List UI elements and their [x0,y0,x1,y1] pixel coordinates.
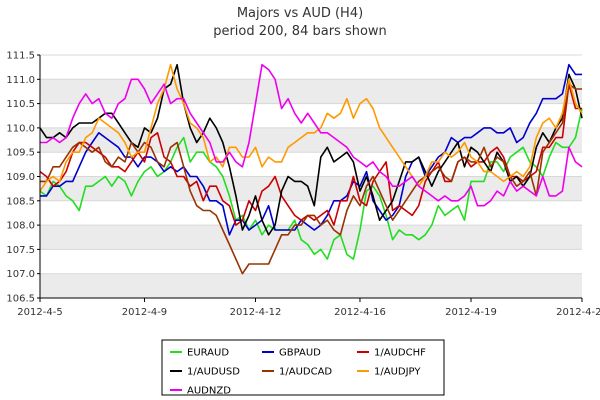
series-lines [39,63,583,275]
y-tick-label: 109.5 [6,148,35,159]
y-tick-label: 110.5 [6,99,35,110]
series-line-gbpaud [40,63,582,236]
series-line-1audchf [39,83,582,226]
series-line-1audjpy [39,63,583,192]
series-line-audnzd [40,63,583,207]
y-tick-label: 108.0 [6,221,35,232]
y-tick-label: 107.0 [6,269,35,280]
series-line-euraud [39,108,583,260]
y-tick-label: 111.0 [6,75,35,86]
legend-label: AUDNZD [187,386,231,397]
y-tick-label: 109.0 [6,172,35,183]
legend-label: EURAUD [187,348,229,359]
y-tick-label: 110.0 [6,123,35,134]
legend: EURAUD GBPAUD 1/AUDCHF 1/AUDUSD 1/AUDCAD 1/AU… [161,339,445,397]
legend-label: 1/AUDJPY [374,367,421,378]
plot-band [40,273,582,298]
x-tick-label: 2012-4-23 [556,307,600,318]
legend-label: 1/AUDCAD [279,367,332,378]
y-tick-label: 106.5 [6,294,35,305]
legend-box [161,339,445,396]
legend-label: 1/AUDUSD [187,367,240,378]
y-tick-label: 111.5 [6,51,35,62]
x-tick-label: 2012-4-16 [334,307,386,318]
x-tick-label: 2012-4-9 [122,307,167,318]
axes: 106.5 107.0 107.5 108.0 108.5 109.0 109.5 110.0… [6,51,600,319]
y-tick-label: 108.5 [6,196,35,207]
legend-label: GBPAUD [279,348,321,359]
series-line-1audcad [40,83,582,275]
chart-subtitle: period 200, 84 bars shown [213,24,387,39]
series-line-1audusd [39,63,583,236]
y-tick-label: 107.5 [6,245,35,256]
plot-band [40,127,582,153]
x-tick-label: 2012-4-12 [230,307,282,318]
chart-title: Majors vs AUD (H4) [237,6,363,21]
x-tick-label: 2012-4-5 [17,307,62,318]
plot-band [40,225,582,250]
plot-band [40,79,582,104]
legend-label: 1/AUDCHF [374,348,426,359]
x-tick-label: 2012-4-19 [445,307,497,318]
plot-bands [40,79,582,298]
